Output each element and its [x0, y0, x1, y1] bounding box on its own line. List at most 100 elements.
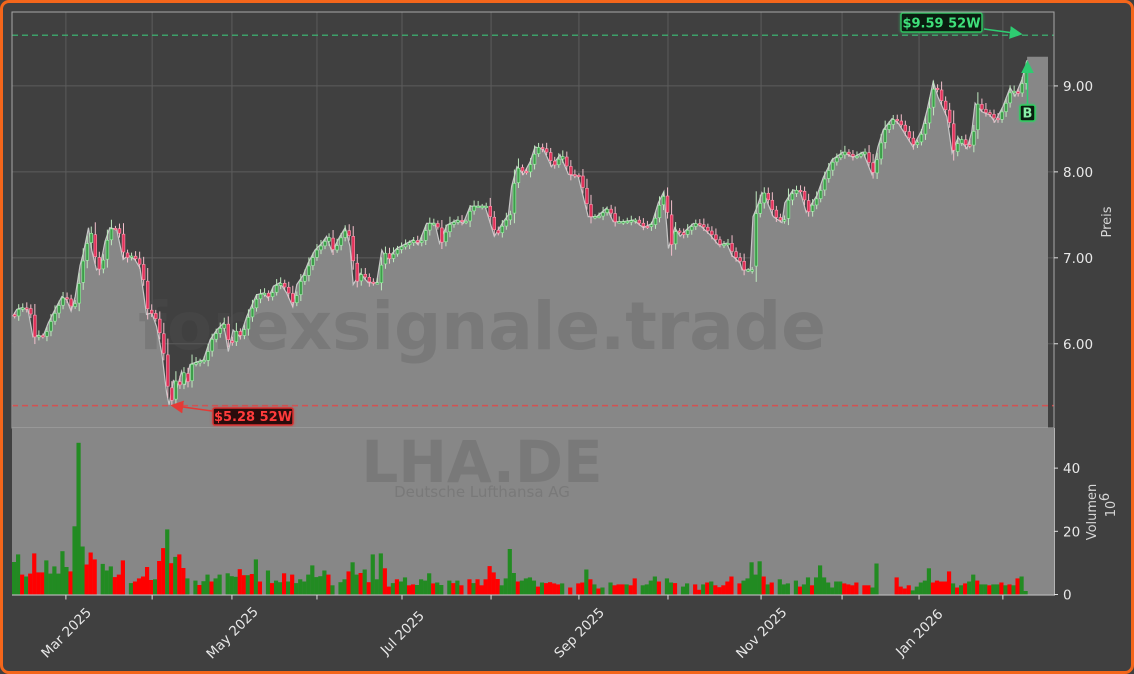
site-watermark: forexsignale.trade — [138, 288, 826, 365]
volume-bar-down — [346, 571, 351, 595]
candle-up — [339, 237, 343, 246]
volume-axis-title: Volumen — [1085, 484, 1100, 541]
volume-bar-up — [330, 585, 335, 595]
volume-bar-down — [326, 574, 331, 595]
volume-bar-up — [374, 579, 379, 595]
candle-up — [823, 178, 827, 191]
candle-up — [528, 164, 533, 173]
candle-up — [690, 226, 694, 231]
volume-bar-down — [906, 585, 911, 595]
candle-up — [887, 124, 891, 130]
candle-down — [706, 226, 710, 232]
candle-down — [641, 222, 646, 227]
volume-bar-up — [306, 574, 311, 595]
volume-bar-down — [140, 576, 146, 595]
candle-up — [605, 209, 609, 213]
volume-bar-up — [44, 560, 49, 595]
candle-up — [109, 228, 114, 241]
volume-bar-down — [282, 573, 287, 595]
volume-y-axis: 0 20 40 Volumen 10 6 — [1054, 461, 1119, 604]
volume-bar-up — [511, 573, 516, 595]
candle-down — [980, 104, 984, 110]
volume-bar-down — [596, 588, 601, 595]
volume-bar-up — [76, 442, 81, 595]
volume-bar-up — [765, 584, 770, 595]
price-tick-label: 8.00 — [1063, 165, 1093, 181]
x-tick-label: Nov 2025 — [733, 605, 790, 662]
volume-bar-up — [805, 577, 811, 595]
candle-down — [911, 137, 916, 145]
volume-bar-down — [157, 561, 162, 595]
candle-up — [21, 307, 25, 310]
candle-down — [968, 144, 972, 147]
candle-up — [420, 240, 424, 243]
candle-up — [726, 243, 730, 246]
candle-up — [814, 198, 819, 206]
volume-bar-up — [173, 556, 178, 595]
volume-bar-up — [370, 554, 375, 595]
volume-bar-down — [942, 581, 948, 595]
candle-up — [194, 362, 198, 365]
volume-bar-down — [459, 585, 464, 595]
volume-bar-down — [290, 574, 295, 595]
candle-down — [170, 387, 174, 401]
volume-bar-up — [838, 581, 843, 595]
volume-bar-up — [229, 576, 234, 595]
candle-down — [415, 240, 420, 243]
candle-up — [444, 231, 448, 243]
candle-down — [871, 162, 875, 173]
candle-up — [875, 159, 879, 174]
volume-bar-up — [971, 574, 976, 595]
volume-panel: LHA.DE Deutsche Lufthansa AG — [12, 428, 1055, 596]
volume-bar-down — [946, 571, 952, 595]
candle-up — [464, 221, 468, 224]
candle-down — [778, 217, 783, 221]
candle-up — [323, 241, 327, 247]
volume-bar-up — [423, 580, 428, 595]
candle-up — [403, 244, 408, 248]
candle-up — [508, 214, 513, 221]
candle-up — [972, 131, 976, 146]
candle-up — [383, 252, 388, 265]
volume-bar-up — [286, 581, 291, 595]
volume-bar-up — [362, 569, 367, 595]
candle-down — [137, 258, 142, 265]
price-axis-title: Preis — [1100, 206, 1115, 237]
candle-down — [714, 234, 718, 240]
candle-up — [315, 249, 319, 258]
candle-up — [1000, 111, 1004, 120]
candle-up — [182, 372, 186, 385]
volume-bar-down — [543, 583, 549, 595]
volume-bar-up — [273, 580, 279, 595]
volume-bar-down — [628, 585, 633, 595]
candle-down — [141, 264, 146, 281]
candle-down — [984, 109, 988, 113]
volume-bar-down — [705, 582, 710, 595]
candle-up — [428, 223, 432, 231]
volume-bar-up — [834, 581, 839, 595]
candle-up — [863, 151, 867, 155]
volume-bar-up — [56, 573, 61, 595]
volume-bar-down — [366, 582, 371, 595]
candle-up — [198, 361, 202, 364]
candle-up — [762, 192, 766, 204]
volume-bar-down — [729, 576, 734, 595]
candle-up — [625, 221, 629, 224]
candle-down — [964, 139, 968, 145]
volume-bar-down — [737, 583, 742, 595]
candle-down — [996, 117, 1000, 120]
volume-unit-label: 10 6 — [1098, 493, 1119, 517]
candle-up — [653, 217, 658, 225]
volume-bar-up — [104, 570, 109, 595]
volume-bar-up — [439, 585, 444, 595]
candle-up — [661, 196, 666, 206]
volume-bar-up — [584, 569, 589, 595]
candle-up — [750, 269, 754, 272]
candle-down — [41, 335, 45, 338]
volume-bar-up — [72, 526, 77, 595]
candle-up — [359, 274, 363, 282]
candle-up — [536, 147, 541, 154]
candle-up — [49, 321, 53, 332]
volume-bar-up — [310, 565, 315, 595]
